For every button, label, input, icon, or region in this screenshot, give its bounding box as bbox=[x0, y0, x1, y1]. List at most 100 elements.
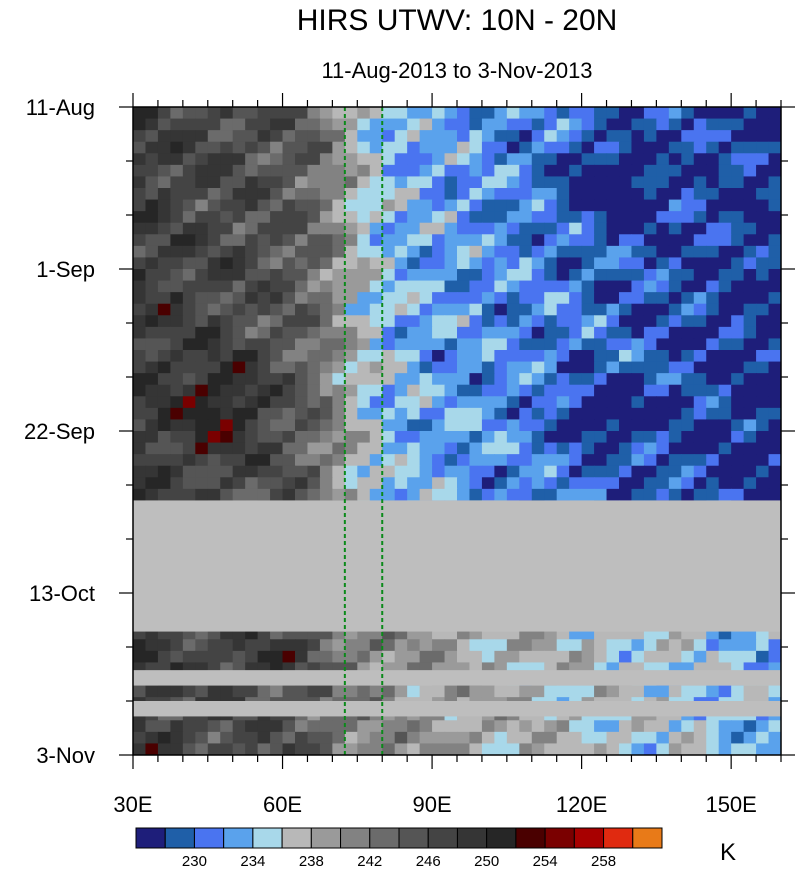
field-cell bbox=[706, 350, 720, 363]
field-cell bbox=[569, 442, 583, 455]
field-cell bbox=[207, 280, 221, 293]
field-cell bbox=[606, 338, 620, 351]
field-cell bbox=[369, 326, 383, 340]
field-cell bbox=[220, 199, 234, 212]
field-cell bbox=[195, 257, 209, 270]
field-cell bbox=[494, 731, 508, 745]
field-cell bbox=[581, 650, 595, 664]
field-cell bbox=[668, 130, 682, 143]
field-cell bbox=[531, 373, 545, 386]
field-cell bbox=[182, 326, 196, 340]
field-cell bbox=[756, 176, 770, 189]
field-cell bbox=[257, 720, 271, 733]
field-cell bbox=[207, 373, 221, 386]
field-cell bbox=[133, 280, 147, 293]
field-cell bbox=[606, 685, 620, 698]
field-cell bbox=[606, 639, 620, 652]
field-cell bbox=[768, 269, 781, 282]
field-cell bbox=[706, 280, 720, 293]
field-cell bbox=[631, 292, 645, 305]
field-cell bbox=[631, 315, 645, 328]
field-cell bbox=[332, 222, 346, 235]
field-cell bbox=[295, 176, 309, 189]
field-cell bbox=[668, 245, 682, 259]
field-cell bbox=[494, 176, 508, 189]
field-cell bbox=[768, 245, 781, 259]
field-cell bbox=[731, 315, 745, 328]
field-cell bbox=[182, 396, 196, 409]
field-cell bbox=[157, 176, 171, 189]
field-cell bbox=[332, 130, 346, 143]
field-cell bbox=[756, 465, 770, 478]
field-cell bbox=[756, 130, 770, 143]
field-cell bbox=[232, 292, 246, 305]
field-cell bbox=[133, 477, 147, 490]
field-cell bbox=[631, 407, 645, 421]
field-cell bbox=[569, 118, 583, 131]
field-cell bbox=[594, 350, 608, 363]
field-cell bbox=[494, 361, 508, 374]
field-cell bbox=[319, 107, 333, 120]
field-cell bbox=[407, 326, 421, 340]
field-cell bbox=[419, 303, 433, 316]
field-cell bbox=[569, 245, 583, 259]
field-cell bbox=[232, 245, 246, 259]
field-cell bbox=[232, 257, 246, 270]
field-cell bbox=[232, 338, 246, 351]
field-cell bbox=[332, 164, 346, 178]
field-cell bbox=[220, 639, 234, 652]
field-cell bbox=[606, 257, 620, 270]
field-cell bbox=[319, 141, 333, 154]
field-cell bbox=[594, 685, 608, 698]
field-cell bbox=[706, 477, 720, 490]
field-cell bbox=[519, 118, 533, 131]
field-cell bbox=[656, 650, 670, 664]
field-cell bbox=[619, 176, 633, 189]
field-cell bbox=[606, 373, 620, 386]
field-cell bbox=[207, 130, 221, 143]
field-cell bbox=[270, 118, 284, 131]
field-cell bbox=[756, 350, 770, 363]
field-cell bbox=[182, 442, 196, 455]
field-cell bbox=[457, 153, 471, 166]
field-cell bbox=[382, 384, 396, 397]
colorbar-swatch bbox=[544, 827, 575, 849]
field-cell bbox=[207, 315, 221, 328]
field-cell bbox=[531, 188, 545, 201]
field-cell bbox=[369, 280, 383, 293]
field-cell bbox=[494, 338, 508, 351]
field-cell bbox=[220, 211, 234, 224]
field-cell bbox=[245, 384, 259, 397]
field-cell bbox=[195, 431, 209, 444]
field-cell bbox=[569, 431, 583, 444]
field-cell bbox=[282, 326, 296, 340]
field-cell bbox=[619, 396, 633, 409]
field-cell bbox=[606, 743, 620, 755]
field-cell bbox=[182, 407, 196, 421]
field-cell bbox=[157, 350, 171, 363]
field-cell bbox=[157, 650, 171, 664]
field-cell bbox=[157, 384, 171, 397]
field-cell bbox=[369, 477, 383, 490]
field-cell bbox=[207, 257, 221, 270]
field-cell bbox=[257, 639, 271, 652]
field-cell bbox=[519, 685, 533, 698]
field-cell bbox=[544, 639, 558, 652]
field-cell bbox=[581, 454, 595, 467]
field-cell bbox=[307, 685, 321, 698]
field-cell bbox=[743, 731, 757, 745]
field-cell bbox=[681, 245, 695, 259]
field-cell bbox=[631, 384, 645, 397]
field-cell bbox=[432, 731, 446, 745]
field-cell bbox=[394, 222, 408, 235]
field-cell bbox=[444, 454, 458, 467]
field-cell bbox=[469, 130, 483, 143]
field-cell bbox=[506, 431, 520, 444]
field-cell bbox=[743, 361, 757, 374]
field-cell bbox=[594, 639, 608, 652]
field-cell bbox=[282, 373, 296, 386]
field-cell bbox=[631, 176, 645, 189]
field-cell bbox=[756, 373, 770, 386]
field-cell bbox=[556, 639, 570, 652]
field-cell bbox=[145, 431, 159, 444]
